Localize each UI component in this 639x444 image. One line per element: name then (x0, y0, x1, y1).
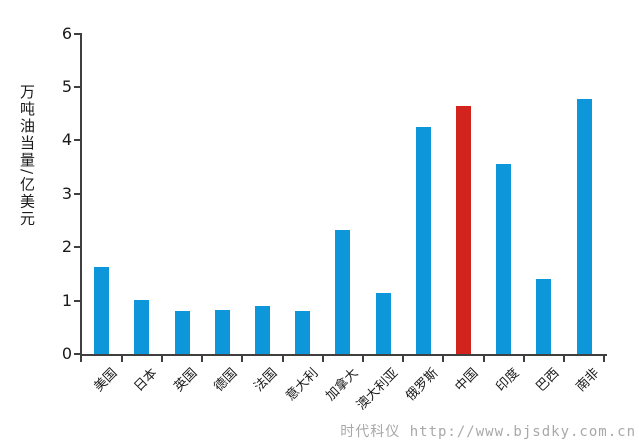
x-axis-tick (321, 356, 324, 362)
bar-德国 (214, 310, 230, 354)
y-axis-tick-label: 5 (61, 77, 72, 96)
bar-印度 (496, 164, 512, 354)
x-axis-label: 印度 (493, 365, 523, 395)
bar-俄罗斯 (415, 127, 431, 354)
bar-加拿大 (335, 230, 351, 354)
x-axis-tick (562, 356, 565, 362)
x-axis-label: 美国 (91, 365, 121, 395)
bar-南非 (576, 99, 592, 354)
y-axis-tick-label: 0 (61, 344, 72, 363)
x-axis-tick (361, 356, 364, 362)
y-axis-tick (74, 192, 80, 195)
x-axis-label: 日本 (131, 365, 161, 395)
bar-日本 (134, 300, 150, 354)
x-axis-label: 俄罗斯 (403, 365, 442, 405)
x-axis-tick (442, 356, 445, 362)
y-axis-title: 万吨油当量/亿美元 (18, 84, 36, 228)
y-axis-tick (74, 32, 80, 35)
y-axis-tick-label: 6 (61, 23, 72, 43)
x-axis-label: 英国 (171, 365, 201, 395)
x-axis-label: 法国 (251, 365, 281, 395)
x-axis-tick (522, 356, 525, 362)
bar-英国 (174, 311, 190, 354)
y-axis-tick (74, 299, 80, 302)
y-axis-tick (74, 246, 80, 249)
x-axis-label: 南非 (573, 365, 603, 395)
x-axis-tick (160, 356, 163, 362)
bar-澳大利亚 (375, 293, 391, 354)
x-axis-label: 德国 (211, 365, 241, 395)
x-axis-tick (241, 356, 244, 362)
y-axis-tick (74, 353, 80, 355)
y-axis-tick (74, 139, 80, 142)
x-axis-line (80, 354, 607, 356)
bar-巴西 (536, 279, 552, 354)
watermark: 时代科仪 http://www.bjsdky.com.cn (340, 424, 636, 440)
x-axis-label: 巴西 (533, 365, 563, 395)
bar-美国 (94, 267, 110, 354)
bar-法国 (254, 306, 270, 354)
x-axis-tick (603, 356, 606, 362)
x-axis-tick (120, 356, 123, 362)
y-axis-tick-label: 4 (61, 130, 72, 150)
y-axis-line (80, 33, 82, 362)
x-axis-tick (201, 356, 204, 362)
y-axis-tick-label: 1 (61, 290, 72, 310)
x-axis-tick (402, 356, 405, 362)
bar-意大利 (295, 311, 311, 354)
x-axis-tick (281, 356, 284, 362)
y-axis-tick-label: 2 (61, 237, 72, 257)
x-axis-label: 意大利 (282, 365, 322, 405)
bar-中国 (455, 106, 471, 354)
y-axis-tick-label: 3 (61, 183, 72, 203)
x-axis-label: 澳大利亚 (354, 365, 402, 414)
x-axis-label: 中国 (452, 365, 482, 395)
y-axis-tick (74, 86, 80, 88)
x-axis-tick (482, 356, 485, 362)
